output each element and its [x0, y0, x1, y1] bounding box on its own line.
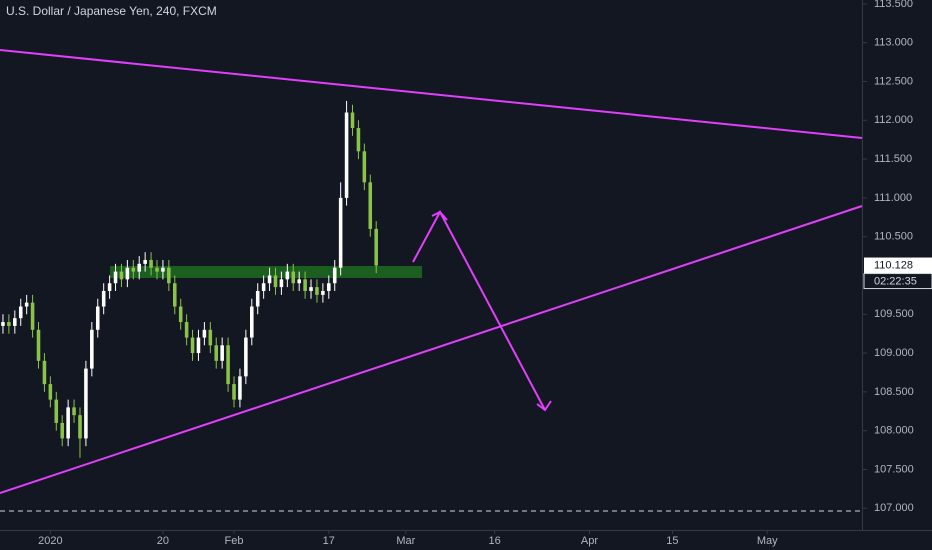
candle-body [1, 322, 5, 326]
candle-body [131, 267, 136, 272]
candle-body [172, 283, 177, 307]
support-zone [110, 266, 422, 278]
candle-body [7, 322, 11, 326]
x-tick-label: May [757, 535, 778, 547]
candle-body [214, 345, 219, 361]
candle-body [232, 384, 236, 400]
arrow-head-up [431, 210, 448, 221]
candle-body [261, 283, 266, 291]
y-tick-label: 107.000 [874, 502, 914, 514]
x-tick-label: 17 [323, 535, 335, 547]
candle-body [84, 368, 88, 439]
countdown-box [863, 273, 932, 290]
y-tick-label: 111.500 [874, 153, 912, 165]
candle-body [149, 259, 153, 268]
candle-body [95, 306, 100, 330]
candle-body [161, 267, 165, 272]
y-tick-label: 113.000 [874, 37, 913, 49]
chart-title: U.S. Dollar / Japanese Yen, 240, FXCM [6, 4, 217, 18]
candle-body [107, 283, 112, 291]
last-price-label: 110.128 [874, 259, 913, 271]
x-tick-label: Mar [396, 535, 415, 547]
candle-body [273, 275, 278, 288]
y-tick-label: 112.500 [874, 75, 913, 87]
candle-body [356, 128, 361, 152]
y-tick-label: 109.000 [874, 347, 914, 359]
candle-body [255, 290, 260, 307]
candle-body [279, 279, 284, 288]
candle-body [78, 415, 82, 439]
candle-body [48, 384, 53, 400]
candle-body [137, 263, 142, 272]
candle-body [125, 267, 130, 280]
candle-body [368, 182, 373, 229]
x-tick-label: 15 [666, 535, 678, 547]
candle-body [13, 318, 17, 326]
candle-body [196, 337, 201, 354]
candle-body [291, 271, 296, 284]
arrow-head-down [536, 400, 552, 412]
x-tick-label: 2020 [38, 535, 62, 547]
candle-body [344, 112, 349, 198]
y-tick-label: 112.000 [874, 114, 913, 126]
candle-body [327, 283, 331, 291]
candle-body [24, 302, 29, 307]
candle-body [244, 337, 248, 377]
candle-body [309, 287, 313, 291]
y-tick-label: 110.500 [874, 231, 913, 243]
lower-trendline [0, 205, 863, 494]
candle-body [374, 228, 378, 266]
y-tick-label: 107.500 [874, 463, 914, 475]
candle-body [285, 271, 290, 280]
candle-body [332, 267, 337, 284]
candle-body [30, 302, 35, 330]
candle-body [202, 329, 207, 338]
candle-body [238, 376, 242, 400]
candle-body [101, 290, 106, 307]
candle-body [208, 329, 213, 346]
candle-body [226, 345, 230, 385]
candle-body [184, 322, 189, 338]
candle-body [362, 151, 367, 183]
candle-body [72, 407, 76, 416]
candle-body [18, 306, 23, 319]
y-tick-label: 108.500 [874, 386, 914, 398]
candle-body [66, 407, 70, 439]
candle-body [338, 197, 343, 268]
candle-body [36, 329, 41, 361]
y-tick-label: 113.500 [874, 0, 913, 10]
countdown-label: 02:22:35 [874, 275, 917, 287]
candle-body [297, 279, 301, 284]
candle-body [350, 112, 355, 129]
candle-body [250, 306, 254, 338]
candle-body [54, 399, 59, 423]
candle-body [303, 279, 307, 291]
candle-body [220, 345, 224, 361]
candle-body [178, 306, 183, 323]
candle-body [155, 267, 159, 272]
candles [1, 100, 378, 458]
candle-body [42, 360, 47, 385]
candle-body [267, 275, 272, 284]
last-price-box [864, 257, 932, 274]
y-tick-label: 109.500 [874, 308, 914, 320]
candle-body [90, 329, 94, 369]
candle-body [60, 422, 64, 439]
candle-body [143, 259, 147, 264]
x-tick-label: 16 [489, 535, 501, 547]
x-tick-label: Apr [581, 535, 598, 547]
candle-body [321, 290, 325, 295]
x-tick-label: Feb [225, 535, 244, 547]
x-tick-label: 20 [157, 535, 169, 547]
y-tick-label: 108.000 [874, 425, 914, 437]
candle-body [190, 337, 195, 354]
candle-body [167, 267, 171, 284]
y-tick-label: 111.000 [874, 192, 912, 204]
candle-body [113, 271, 118, 284]
candle-body [119, 271, 124, 280]
candle-body [315, 287, 319, 295]
upper-trendline [0, 49, 863, 139]
